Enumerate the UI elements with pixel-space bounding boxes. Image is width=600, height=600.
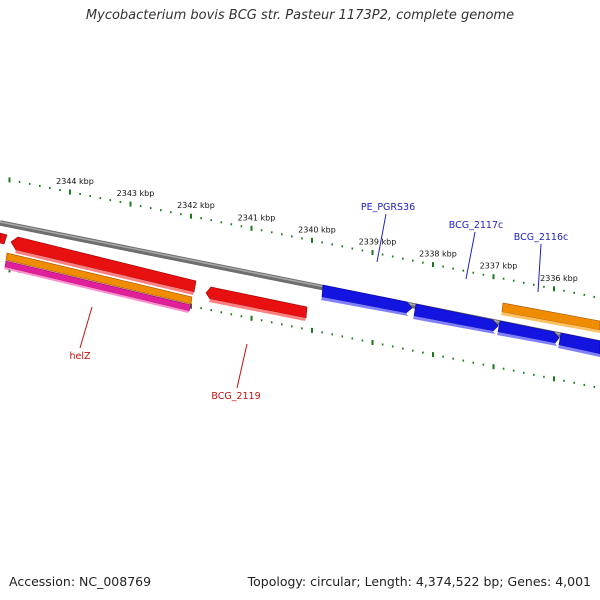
genome-summary-text: Topology: circular; Length: 4,374,522 bp… [247,574,591,589]
forward-cds-bcg-2116c[interactable] [497,320,560,344]
ruler-labels: 2336 kbp 2337 kbp 2338 kbp 2339 kbp 2340 kbp… [56,177,578,283]
label-leaders [79,213,542,389]
map-title: Mycobacterium bovis BCG str. Pasteur 117… [85,8,515,23]
ruler-label-2341: 2341 kbp [238,213,276,222]
gene-label-bcg-2119[interactable]: BCG_2119 [211,391,260,402]
ruler-label-2336: 2336 kbp [540,274,578,283]
orange-feature-upper[interactable] [501,302,600,331]
ruler-label-2340: 2340 kbp [298,225,336,234]
accession-text: Accession: NC_008769 [9,574,152,589]
gene-label-bcg-2116c[interactable]: BCG_2116c [514,232,569,243]
reverse-strand-features [0,232,308,321]
forward-cds-pe-pgrs36[interactable] [321,284,413,314]
ruler-label-2342: 2342 kbp [177,201,215,210]
ruler-label-2344: 2344 kbp [56,177,94,186]
forward-cds-bcg-2117c[interactable] [413,303,499,332]
reverse-cds-left-edge[interactable] [0,232,8,245]
gene-labels: PE_PGRS36 BCG_2117c BCG_2116c helZ BCG_2… [69,202,568,402]
forward-cds-next[interactable] [558,332,600,355]
ruler-label-2339: 2339 kbp [359,238,397,247]
gene-label-bcg-2117c[interactable]: BCG_2117c [449,220,504,231]
forward-strand-features [321,284,600,357]
orange-feature-lower[interactable] [5,252,193,305]
ruler-label-2337: 2337 kbp [480,262,518,271]
ruler-label-2343: 2343 kbp [117,189,155,198]
gene-label-helz[interactable]: helZ [69,351,91,362]
gene-label-pe-pgrs36[interactable]: PE_PGRS36 [361,202,415,213]
outer-tick-ring [8,177,596,298]
ruler-label-2338: 2338 kbp [419,250,457,259]
